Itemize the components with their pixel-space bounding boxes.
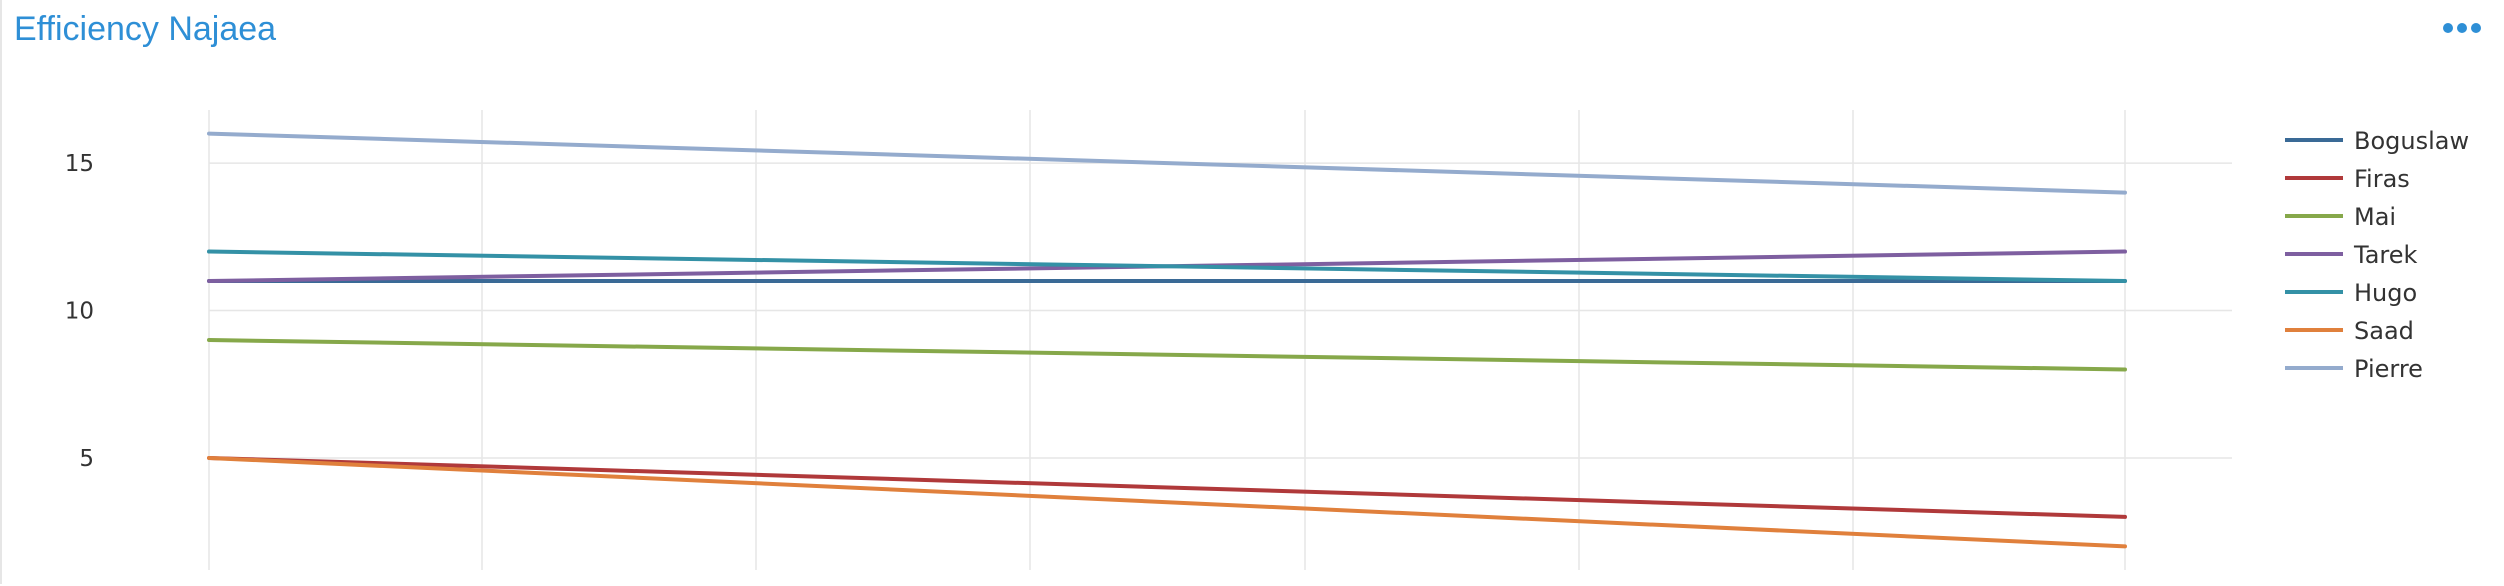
series-line-pierre[interactable]: [207, 131, 2127, 195]
more-horizontal-icon[interactable]: [2442, 16, 2482, 40]
series-line-firas[interactable]: [207, 455, 2127, 519]
legend: Boguslaw Firas Mai Tarek Hugo Saad Pierre: [2285, 127, 2469, 383]
y-tick-label: 10: [65, 299, 94, 325]
series-line-mai[interactable]: [207, 338, 2127, 372]
legend-label: Pierre: [2354, 355, 2423, 383]
series-line-hugo[interactable]: [207, 249, 2127, 284]
legend-label: Saad: [2354, 317, 2414, 345]
legend-item-hugo[interactable]: Hugo: [2285, 279, 2417, 307]
legend-item-firas[interactable]: Firas: [2285, 165, 2410, 193]
y-tick-label: 15: [65, 151, 94, 177]
legend-label: Tarek: [2353, 241, 2418, 269]
legend-label: Firas: [2354, 165, 2410, 193]
y-axis-ticks: 5 10 15: [65, 151, 94, 472]
legend-label: Mai: [2354, 203, 2396, 231]
legend-label: Boguslaw: [2354, 127, 2469, 155]
legend-item-saad[interactable]: Saad: [2285, 317, 2414, 345]
series-lines: [207, 131, 2127, 549]
grid: [208, 110, 2232, 570]
legend-item-mai[interactable]: Mai: [2285, 203, 2396, 231]
legend-label: Hugo: [2354, 279, 2417, 307]
legend-item-boguslaw[interactable]: Boguslaw: [2285, 127, 2469, 155]
legend-item-tarek[interactable]: Tarek: [2285, 241, 2418, 269]
series-line-saad[interactable]: [207, 455, 2127, 549]
y-tick-label: 5: [79, 446, 94, 472]
panel-title: Efficiency Najaea: [14, 10, 277, 48]
legend-item-pierre[interactable]: Pierre: [2285, 355, 2423, 383]
